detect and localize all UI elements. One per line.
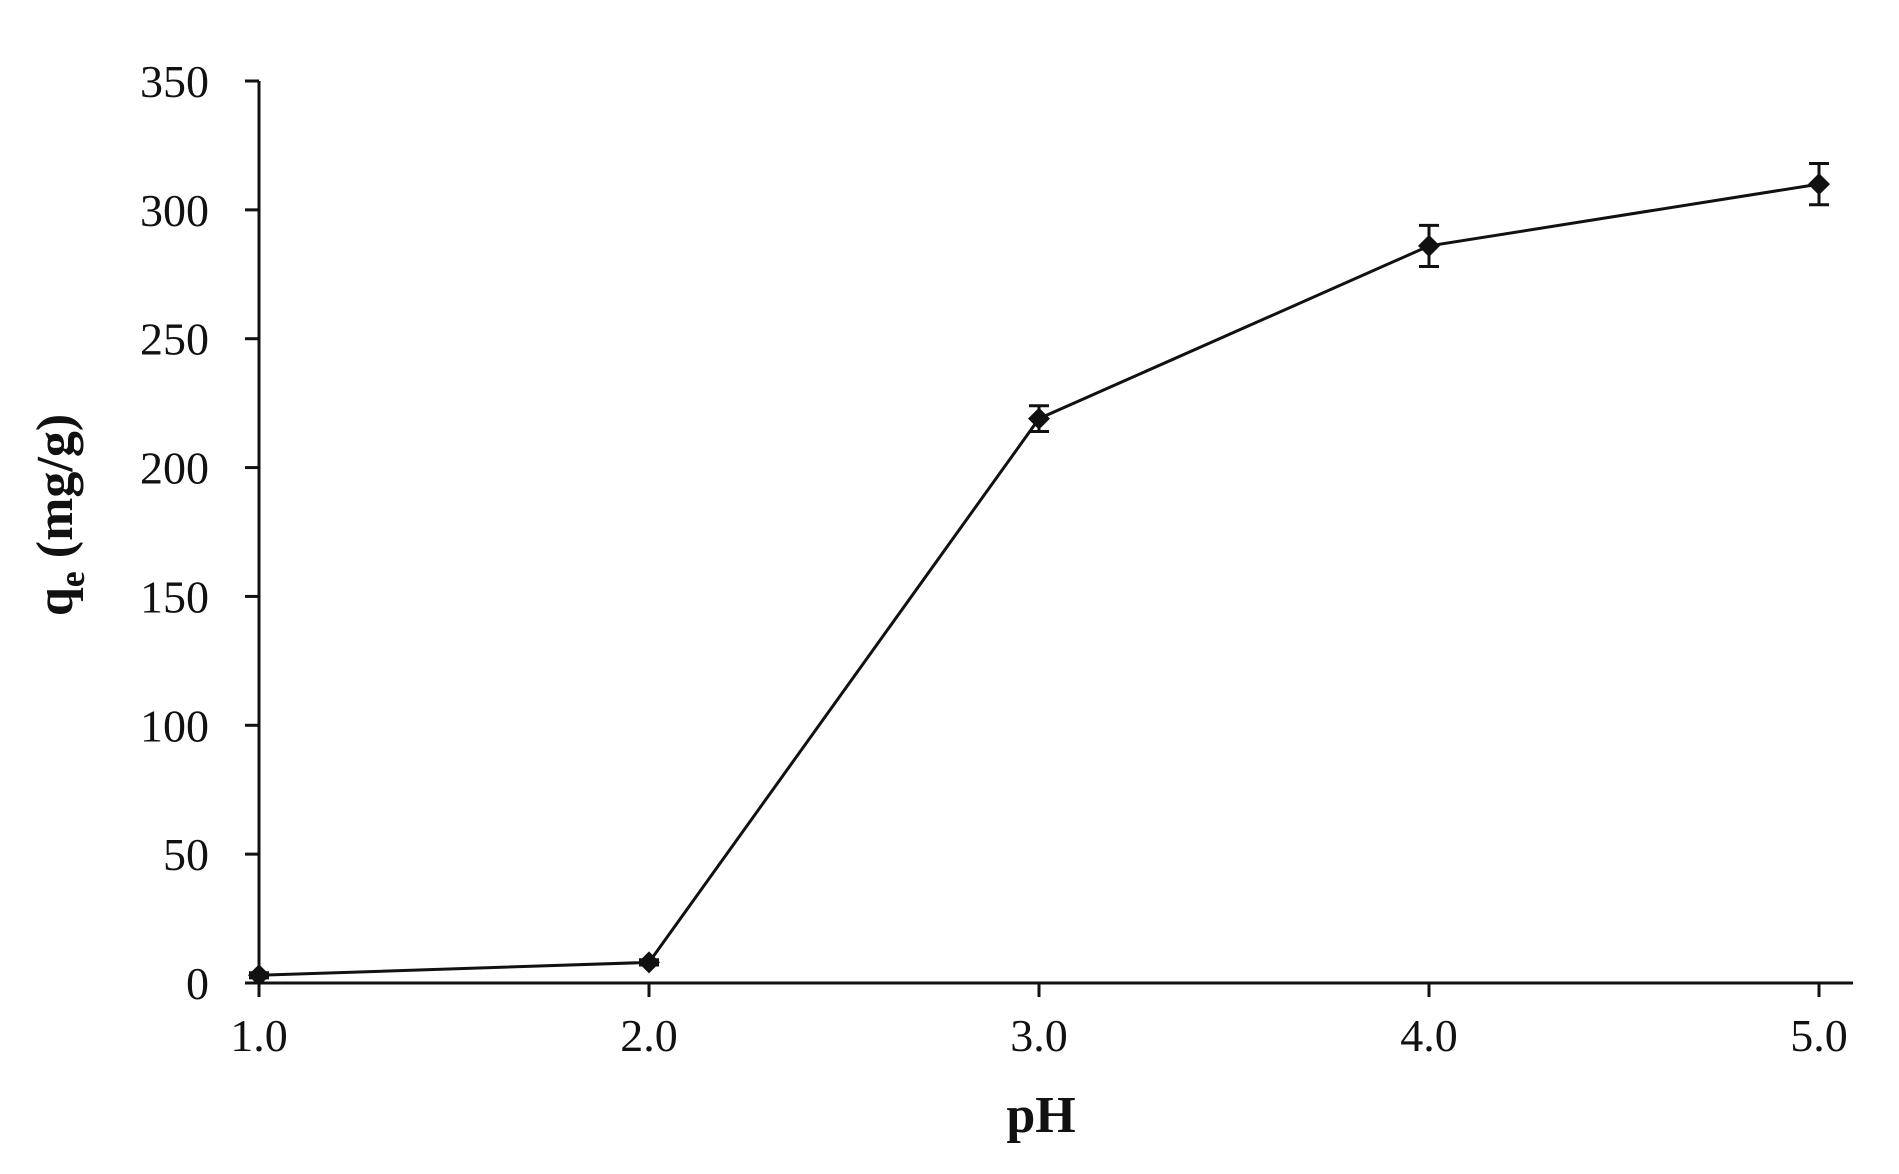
data-point	[1418, 234, 1440, 257]
y-axis-title: qe (mg/g)	[27, 414, 92, 616]
y-tick-label: 300	[140, 185, 209, 236]
data-point	[638, 951, 660, 974]
x-axis-title: pH	[1006, 1087, 1075, 1144]
y-tick-label: 350	[140, 56, 209, 107]
y-tick-label: 150	[140, 571, 209, 622]
y-axis-title-unit: (mg/g)	[27, 414, 84, 571]
series-line	[258, 182, 1820, 977]
x-tick-label: 2.0	[620, 1010, 678, 1061]
axes	[257, 81, 1853, 985]
x-tick-label: 3.0	[1010, 1010, 1068, 1061]
y-tick-label: 50	[163, 829, 209, 880]
y-axis-title-main: q	[27, 587, 84, 616]
y-tick-label: 200	[140, 443, 209, 494]
y-tick-label: 0	[186, 958, 209, 1009]
y-tick-label: 100	[140, 700, 209, 751]
x-tick-label: 4.0	[1400, 1010, 1458, 1061]
data-point	[248, 964, 270, 987]
data-point	[1028, 407, 1050, 430]
x-tick-label: 5.0	[1790, 1010, 1848, 1061]
y-tick-label: 250	[140, 314, 209, 365]
x-tick-label: 1.0	[230, 1010, 288, 1061]
data-point	[1808, 173, 1830, 196]
y-axis-title-subscript: e	[52, 571, 92, 587]
ticks: 0 50 100 150 200 250 300 350 1.0 2.0 3.0 4.0 5.0	[140, 56, 1848, 1061]
series	[248, 161, 1830, 987]
